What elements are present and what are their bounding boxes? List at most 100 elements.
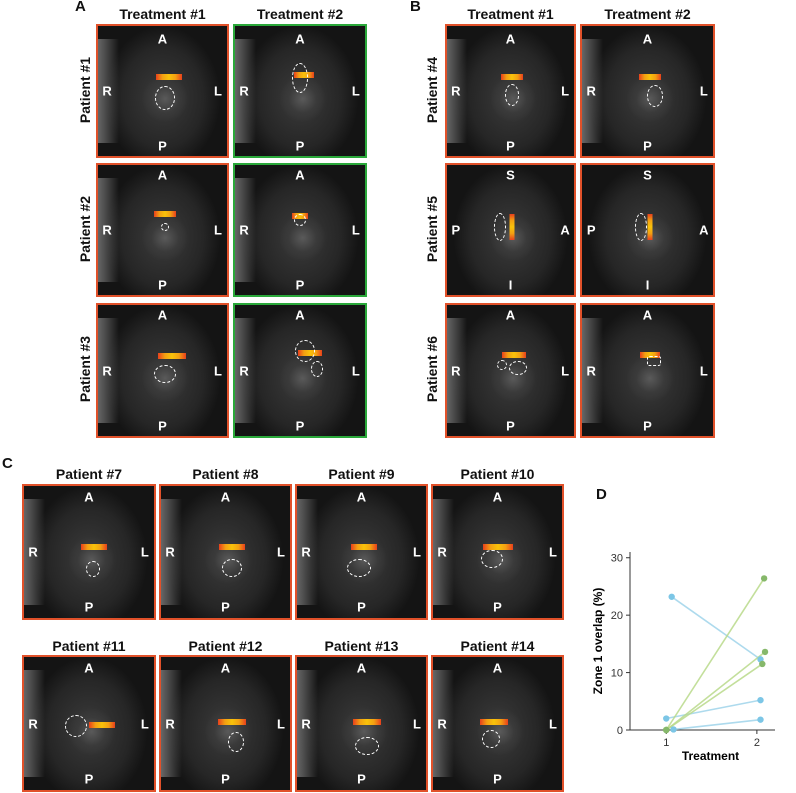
ablation-heat-map xyxy=(352,719,381,726)
header-b-treatment-1: Treatment #1 xyxy=(467,6,554,22)
orientation-left: L xyxy=(699,83,708,99)
ablation-heat-map xyxy=(218,543,245,550)
mri-tile-patient-3-treatment-2: A P R L xyxy=(233,303,367,438)
prostate-contour xyxy=(647,85,664,108)
orientation-left: L xyxy=(140,544,149,560)
mri-tile-patient-8: A P R L xyxy=(159,484,292,620)
header-b-treatment-2: Treatment #2 xyxy=(604,6,691,22)
prostate-contour xyxy=(161,223,170,232)
orientation-posterior: P xyxy=(158,138,167,154)
orientation-right: R xyxy=(239,83,249,99)
orientation-anterior: A xyxy=(295,167,305,183)
row-label-patient-5: Patient #5 xyxy=(424,195,440,263)
mri-tile-patient-5-treatment-1: S I P A xyxy=(445,163,576,297)
prostate-contour xyxy=(295,339,316,362)
series-line xyxy=(666,699,761,720)
orientation-anterior: A xyxy=(560,222,570,238)
orientation-left: L xyxy=(351,83,360,99)
orientation-anterior: A xyxy=(642,31,653,47)
mri-tile-patient-6-treatment-2: A P R L xyxy=(580,303,715,438)
ablation-heat-map xyxy=(639,73,662,80)
orientation-right: R xyxy=(102,363,112,378)
ablation-heat-map xyxy=(154,211,177,218)
orientation-right: R xyxy=(102,83,112,99)
prostate-contour xyxy=(504,83,519,106)
ablation-heat-map xyxy=(509,214,515,241)
orientation-posterior: P xyxy=(84,599,94,615)
orientation-left: L xyxy=(140,716,149,731)
prostate-contour xyxy=(481,549,504,568)
orientation-left: L xyxy=(412,544,421,560)
orientation-posterior: P xyxy=(493,599,502,615)
mri-tile-patient-10: A P R L xyxy=(431,484,564,620)
orientation-right: R xyxy=(28,716,38,731)
orientation-left: L xyxy=(699,363,708,378)
series-line xyxy=(665,577,765,731)
orientation-posterior: P xyxy=(643,138,652,154)
mri-tile-patient-1-treatment-2: A P R L xyxy=(233,24,367,158)
header-patient-7: Patient #7 xyxy=(55,466,123,482)
orientation-left: L xyxy=(351,222,360,238)
orientation-left: L xyxy=(561,363,570,378)
mri-tile-patient-13: A P R L xyxy=(295,655,428,792)
orientation-posterior: P xyxy=(295,138,305,154)
series-line xyxy=(665,651,766,731)
ablation-heat-map xyxy=(500,73,523,80)
lesion-contour xyxy=(310,361,323,378)
orientation-anterior: A xyxy=(699,222,709,238)
prostate-contour xyxy=(221,558,242,577)
orientation-left: L xyxy=(548,544,557,560)
ablation-heat-map xyxy=(217,719,246,726)
series-line xyxy=(673,718,761,731)
orientation-left: L xyxy=(276,544,285,560)
mri-tile-patient-7: A P R L xyxy=(22,484,156,620)
mri-tile-patient-1-treatment-1: A P R L xyxy=(96,24,229,158)
orientation-posterior: P xyxy=(451,222,461,238)
orientation-anterior: A xyxy=(220,489,231,505)
data-point xyxy=(761,648,769,656)
row-label-patient-2: Patient #2 xyxy=(77,195,93,263)
data-point xyxy=(663,715,670,722)
mri-tile-patient-4-treatment-1: A P R L xyxy=(445,24,576,158)
data-point xyxy=(760,575,768,582)
ablation-heat-map xyxy=(482,543,513,550)
y-tick-label: 20 xyxy=(611,610,623,622)
ablation-heat-map xyxy=(155,73,182,80)
orientation-posterior: P xyxy=(221,599,230,615)
orientation-right: R xyxy=(239,222,249,238)
prostate-contour xyxy=(346,558,371,577)
orientation-right: R xyxy=(437,544,447,560)
orientation-anterior: A xyxy=(220,660,231,676)
orientation-right: R xyxy=(451,83,461,99)
orientation-anterior: A xyxy=(84,660,94,676)
orientation-right: R xyxy=(301,716,311,731)
data-point xyxy=(759,660,766,668)
orientation-posterior: P xyxy=(158,418,167,434)
orientation-left: L xyxy=(213,363,222,378)
mri-tile-patient-2-treatment-1: A P R L xyxy=(96,163,229,297)
prostate-contour xyxy=(227,732,244,753)
orientation-posterior: P xyxy=(586,222,596,238)
header-patient-11: Patient #11 xyxy=(52,638,126,654)
mri-tile-patient-3-treatment-1: A P R L xyxy=(96,303,229,438)
ablation-heat-map xyxy=(502,351,527,358)
panel-label-a: A xyxy=(75,0,86,15)
header-patient-13: Patient #13 xyxy=(324,638,399,654)
orientation-right: R xyxy=(451,363,461,378)
x-tick-label: 2 xyxy=(754,737,760,749)
header-a-treatment-1: Treatment #1 xyxy=(119,6,206,22)
panel-label-b: B xyxy=(410,0,421,15)
prostate-contour xyxy=(354,737,379,756)
ablation-heat-map xyxy=(647,214,653,241)
orientation-right: R xyxy=(586,83,596,99)
orientation-right: R xyxy=(165,716,175,731)
data-point xyxy=(663,726,670,734)
mri-tile-patient-5-treatment-2: S I P A xyxy=(580,163,715,297)
ablation-heat-map xyxy=(479,719,508,726)
mri-tile-patient-12: A P R L xyxy=(159,655,292,792)
orientation-superior: S xyxy=(643,167,652,183)
orientation-right: R xyxy=(239,363,249,378)
row-label-patient-1: Patient #1 xyxy=(77,56,93,124)
orientation-posterior: P xyxy=(357,771,366,787)
prostate-contour xyxy=(482,730,501,749)
